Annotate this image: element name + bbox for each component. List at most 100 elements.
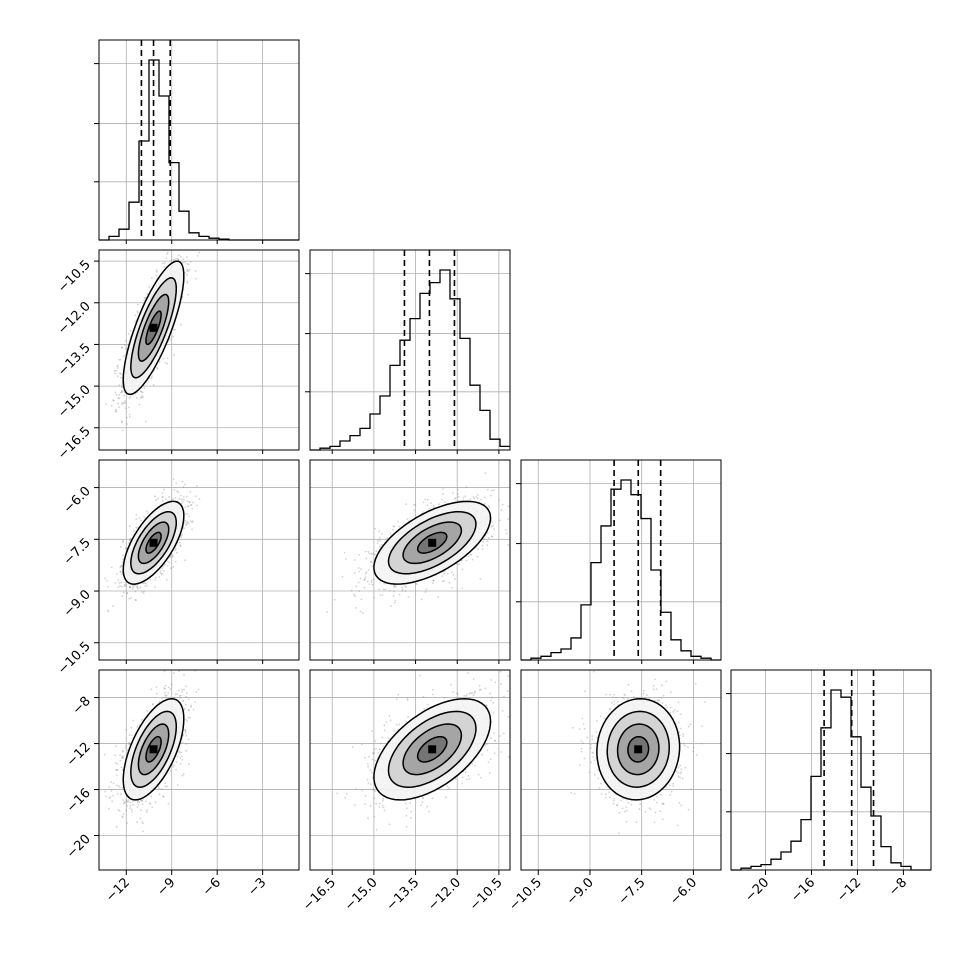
sample-point	[389, 533, 392, 535]
sample-point	[104, 577, 106, 580]
sample-point	[105, 403, 108, 405]
sample-point	[370, 561, 373, 563]
sample-point	[461, 568, 464, 571]
sample-point	[143, 590, 145, 593]
sample-point	[116, 364, 119, 367]
sample-point	[163, 569, 165, 572]
sample-point	[505, 529, 507, 531]
sample-point	[162, 566, 164, 568]
sample-point	[488, 507, 491, 509]
sample-point	[119, 358, 122, 361]
sample-point	[166, 785, 168, 788]
sample-point	[134, 314, 137, 317]
sample-point	[479, 577, 482, 580]
gridlines	[99, 40, 299, 240]
sample-point	[441, 498, 443, 501]
sample-point	[181, 741, 184, 743]
sample-point	[122, 402, 125, 405]
sample-point	[179, 544, 182, 547]
sample-point	[370, 579, 373, 582]
sample-point	[379, 539, 381, 542]
sample-point	[452, 492, 454, 494]
sample-point	[122, 755, 125, 758]
sample-point	[486, 532, 489, 535]
sample-point	[187, 513, 190, 515]
sample-point	[118, 810, 121, 812]
sample-point	[124, 746, 127, 749]
sample-point	[198, 498, 201, 501]
sample-point	[150, 688, 153, 691]
sample-point	[172, 498, 175, 500]
sample-point	[141, 582, 144, 585]
sample-point	[118, 397, 121, 400]
sample-point	[350, 589, 353, 592]
sample-point	[326, 611, 328, 613]
sample-point	[172, 335, 174, 338]
sample-point	[424, 498, 427, 501]
sample-point	[155, 692, 158, 695]
sample-point	[146, 710, 149, 712]
sample-point	[140, 809, 142, 812]
sample-point	[185, 524, 187, 526]
sample-point	[124, 407, 127, 410]
sample-point	[186, 262, 189, 265]
sample-point	[116, 375, 119, 378]
sample-point	[172, 766, 174, 768]
sample-point	[120, 391, 122, 394]
sample-point	[381, 594, 384, 597]
sample-point	[122, 591, 125, 594]
sample-point	[188, 500, 191, 503]
sample-point	[184, 559, 186, 561]
sample-point	[178, 498, 181, 500]
sample-point	[392, 595, 395, 597]
sample-point	[118, 582, 121, 584]
sample-point	[446, 572, 449, 575]
sample-point	[393, 601, 396, 604]
sample-point	[374, 553, 376, 556]
sample-point	[174, 328, 177, 331]
sample-point	[106, 609, 109, 612]
sample-point	[371, 565, 374, 568]
sample-point	[121, 403, 123, 406]
sample-point	[183, 522, 186, 524]
sample-point	[181, 774, 184, 777]
sample-point	[140, 390, 143, 393]
sample-point	[122, 554, 124, 556]
sample-point	[167, 560, 169, 563]
sample-point	[142, 592, 145, 595]
sample-point	[448, 581, 451, 584]
sample-point	[119, 759, 122, 762]
sample-point	[187, 505, 190, 508]
sample-point	[469, 553, 472, 556]
sample-point	[116, 365, 119, 368]
sample-point	[181, 498, 183, 501]
sample-point	[456, 563, 458, 565]
sample-point	[121, 750, 124, 753]
sample-point	[129, 801, 132, 804]
panel-content	[104, 460, 210, 613]
sample-point	[490, 535, 493, 538]
sample-point	[376, 542, 379, 545]
sample-point	[184, 730, 187, 733]
sample-point	[119, 565, 122, 568]
sample-point	[172, 566, 175, 568]
sample-point	[144, 585, 147, 588]
sample-point	[484, 496, 486, 499]
sample-point	[437, 596, 440, 598]
sample-point	[359, 610, 362, 613]
sample-point	[150, 377, 153, 380]
sample-point	[432, 579, 435, 582]
sample-point	[507, 518, 510, 520]
sample-point	[116, 793, 119, 795]
panel-frame	[730, 669, 932, 871]
panel-content	[103, 670, 200, 833]
sample-point	[119, 570, 122, 573]
sample-point	[165, 498, 167, 500]
sample-point	[154, 801, 157, 804]
sample-point	[119, 566, 122, 569]
sample-point	[382, 588, 385, 591]
sample-point	[120, 346, 123, 349]
sample-point	[184, 483, 186, 486]
sample-point	[143, 296, 146, 299]
sample-point	[457, 493, 459, 495]
